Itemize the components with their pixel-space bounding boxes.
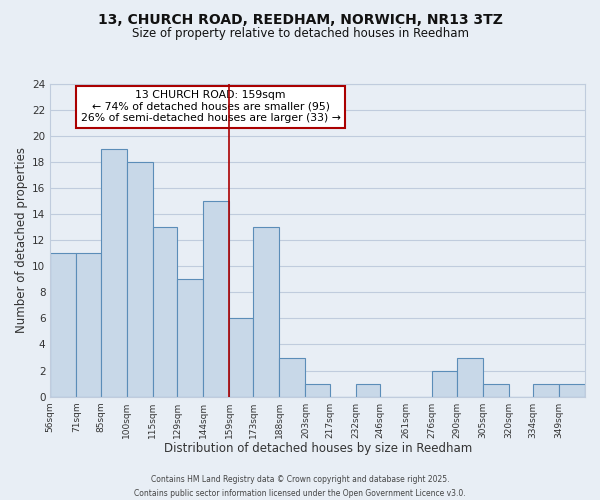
- Bar: [432, 370, 457, 396]
- Bar: [50, 254, 76, 396]
- Bar: [127, 162, 153, 396]
- Bar: [101, 149, 127, 396]
- Bar: [305, 384, 330, 396]
- Bar: [533, 384, 559, 396]
- Bar: [482, 384, 509, 396]
- Bar: [559, 384, 585, 396]
- X-axis label: Distribution of detached houses by size in Reedham: Distribution of detached houses by size …: [164, 442, 472, 455]
- Y-axis label: Number of detached properties: Number of detached properties: [15, 148, 28, 334]
- Bar: [153, 228, 177, 396]
- Bar: [457, 358, 482, 397]
- Bar: [280, 358, 305, 397]
- Bar: [177, 280, 203, 396]
- Bar: [253, 228, 280, 396]
- Text: Size of property relative to detached houses in Reedham: Size of property relative to detached ho…: [131, 28, 469, 40]
- Text: Contains HM Land Registry data © Crown copyright and database right 2025.
Contai: Contains HM Land Registry data © Crown c…: [134, 476, 466, 498]
- Text: 13, CHURCH ROAD, REEDHAM, NORWICH, NR13 3TZ: 13, CHURCH ROAD, REEDHAM, NORWICH, NR13 …: [98, 12, 502, 26]
- Bar: [229, 318, 253, 396]
- Text: 13 CHURCH ROAD: 159sqm
← 74% of detached houses are smaller (95)
26% of semi-det: 13 CHURCH ROAD: 159sqm ← 74% of detached…: [81, 90, 341, 124]
- Bar: [356, 384, 380, 396]
- Bar: [203, 201, 229, 396]
- Bar: [76, 254, 101, 396]
